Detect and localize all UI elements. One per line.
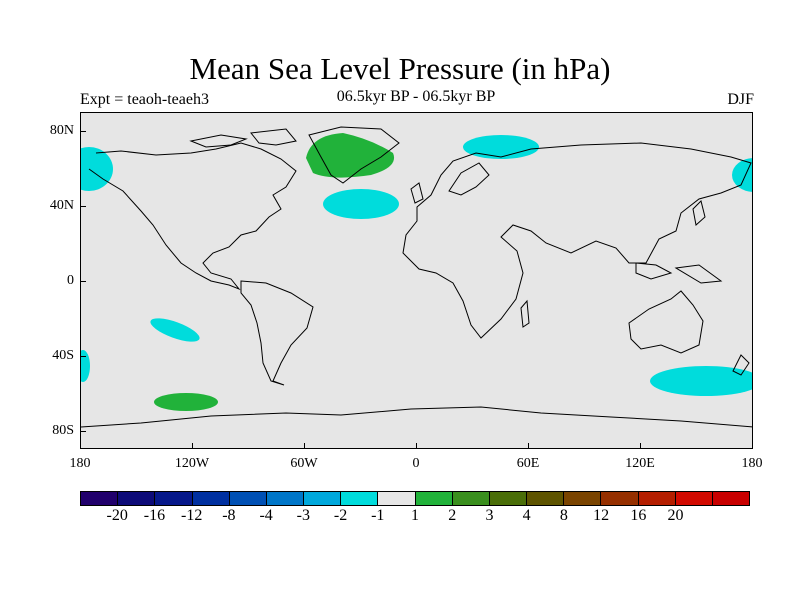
legend-swatch: [378, 492, 416, 505]
anomaly-region-positive: [306, 133, 395, 178]
legend-swatch: [712, 492, 750, 505]
legend-swatch: [601, 492, 639, 505]
coastlines: [81, 126, 752, 428]
color-legend: [80, 491, 750, 506]
legend-swatch: [341, 492, 379, 505]
legend-swatch: [192, 492, 230, 505]
legend-label: 1: [411, 507, 419, 524]
y-tick: [80, 131, 86, 132]
x-tick: [192, 443, 193, 449]
legend-label: -1: [371, 507, 385, 524]
legend-swatch: [527, 492, 565, 505]
world-map: [81, 126, 752, 428]
x-tick: [416, 443, 417, 449]
legend-label: 2: [448, 507, 457, 524]
legend-swatch: [155, 492, 193, 505]
legend-label: -8: [222, 507, 236, 524]
anomaly-region-negative: [323, 189, 399, 219]
legend-swatch: [638, 492, 676, 505]
x-tick: [528, 443, 529, 449]
legend-swatch: [118, 492, 156, 505]
anomaly-region-negative: [463, 135, 539, 159]
anomaly-region-negative: [650, 366, 752, 396]
legend-label: -20: [106, 507, 128, 524]
x-tick-label: 60W: [290, 456, 318, 471]
map-panel: [80, 112, 753, 449]
x-tick-label: 180: [741, 456, 763, 471]
legend-swatch: [564, 492, 602, 505]
legend-label: 4: [522, 507, 531, 524]
legend-label: 20: [667, 507, 684, 524]
x-tick-label: 120W: [174, 456, 210, 471]
legend-label: 8: [559, 507, 568, 524]
legend-label: 16: [630, 507, 647, 524]
anomaly-region-negative: [732, 158, 752, 192]
y-tick-label: 40S: [52, 348, 74, 363]
period-subtitle: 06.5kyr BP - 06.5kyr BP: [336, 88, 496, 105]
legend-swatch: [489, 492, 528, 505]
x-tick: [640, 443, 641, 449]
y-tick: [80, 281, 86, 282]
x-tick-label: 0: [412, 456, 420, 471]
y-tick: [80, 206, 86, 207]
legend-label: 3: [485, 507, 494, 524]
legend-label: -16: [143, 507, 166, 524]
anomaly-region-negative: [150, 318, 200, 342]
legend-swatch: [266, 492, 305, 505]
experiment-label: Expt = teaoh-teaeh3: [80, 91, 209, 108]
legend-label: -12: [180, 507, 203, 524]
x-tick-label: 120E: [625, 456, 655, 471]
y-tick: [80, 356, 86, 357]
legend-label: -3: [296, 507, 310, 524]
y-tick: [80, 431, 86, 432]
legend-swatch: [415, 492, 453, 505]
legend-swatch: [452, 492, 490, 505]
y-tick-label: 0: [67, 273, 74, 288]
map-title: Mean Sea Level Pressure (in hPa): [189, 51, 611, 86]
legend-swatch: [229, 492, 267, 505]
y-tick-label: 40N: [49, 198, 74, 213]
x-tick-label: 180: [69, 456, 91, 471]
legend-swatch: [675, 492, 713, 505]
y-tick-label: 80N: [49, 123, 74, 138]
x-tick-label: 60E: [516, 456, 540, 471]
x-tick: [304, 443, 305, 449]
anomaly-region-positive: [154, 393, 218, 411]
legend-swatch: [304, 492, 342, 505]
anomaly-fills: [81, 133, 752, 411]
legend-swatch: [81, 492, 119, 505]
anomaly-region-negative: [81, 350, 90, 382]
season-label: DJF: [727, 91, 754, 108]
anomaly-region-negative: [81, 147, 113, 191]
legend-label: -2: [333, 507, 348, 524]
legend-label: 12: [593, 507, 610, 524]
y-tick-label: 80S: [52, 423, 74, 438]
legend-label: -4: [259, 507, 273, 524]
